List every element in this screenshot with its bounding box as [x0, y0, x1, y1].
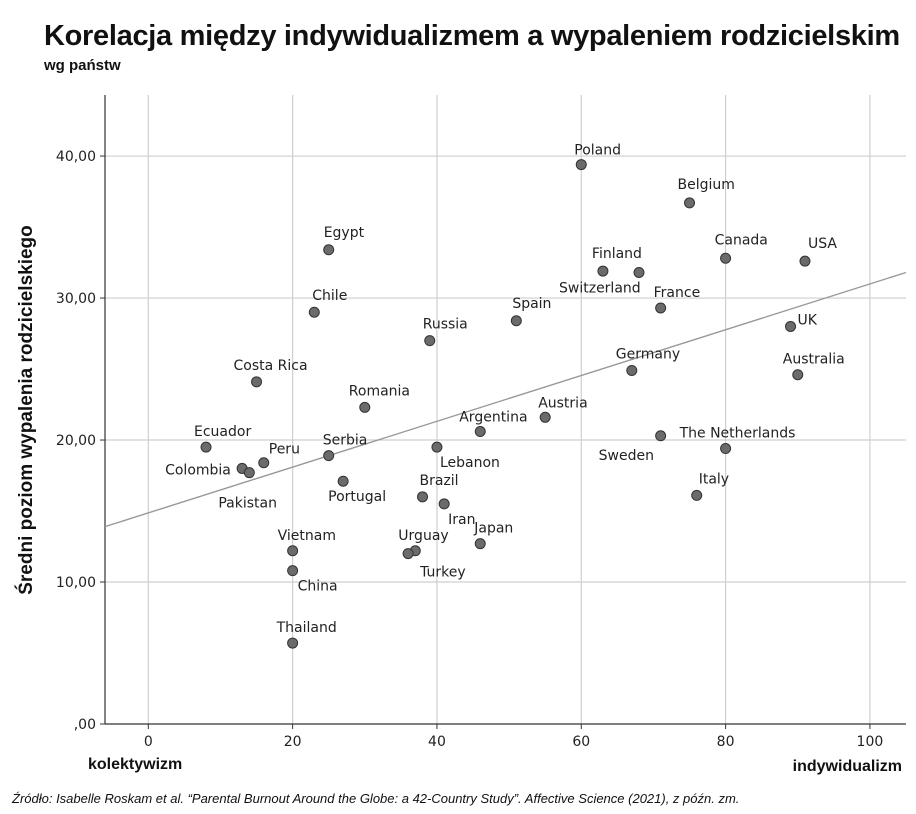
- point-label: Costa Rica: [234, 358, 308, 374]
- y-tick-label: ,00: [74, 717, 96, 733]
- data-point: [243, 467, 255, 479]
- point-label: Poland: [574, 143, 621, 159]
- x-tick-label: 60: [572, 734, 590, 750]
- point-label: Portugal: [328, 489, 386, 505]
- x-tick-label: 80: [717, 734, 735, 750]
- data-point: [337, 475, 349, 487]
- point-label: The Netherlands: [679, 426, 796, 442]
- point-label: Germany: [616, 346, 680, 362]
- data-point: [597, 265, 609, 277]
- point-label: Austria: [538, 395, 587, 411]
- point-label: Egypt: [324, 225, 365, 241]
- data-point: [792, 369, 804, 381]
- point-label: Thailand: [276, 620, 337, 636]
- y-tick-label: 10,00: [56, 575, 96, 591]
- x-axis-label-right: indywidualizm: [792, 758, 902, 775]
- data-point: [287, 545, 299, 557]
- data-point: [655, 302, 667, 314]
- data-point: [308, 306, 320, 318]
- data-point: [510, 315, 522, 327]
- source-note: Źródło: Isabelle Roskam et al. “Parental…: [12, 791, 740, 806]
- x-axis-label-left: kolektywizm: [88, 756, 183, 773]
- data-point: [251, 376, 263, 388]
- data-point: [287, 637, 299, 649]
- point-label: Peru: [269, 442, 300, 458]
- y-tick-label: 30,00: [56, 291, 96, 307]
- data-point: [655, 430, 667, 442]
- data-point: [539, 411, 551, 423]
- data-point: [431, 441, 443, 453]
- point-label: Chile: [312, 288, 347, 304]
- chart-title: Korelacja między indywidualizmem a wypal…: [44, 20, 900, 52]
- x-tick-label: 20: [284, 734, 302, 750]
- point-label: UK: [798, 312, 818, 328]
- data-point: [691, 489, 703, 501]
- data-point: [417, 491, 429, 503]
- data-point: [287, 565, 299, 577]
- data-points: [200, 159, 811, 649]
- chart-subtitle: wg państw: [44, 57, 121, 74]
- data-point: [474, 426, 486, 438]
- point-label: Colombia: [165, 462, 231, 478]
- tick-labels: 0 20 40 60 80 100 ,00 10,00 20,00 30,00 40,00: [56, 149, 883, 750]
- point-label: Pakistan: [218, 496, 277, 512]
- data-point: [575, 159, 587, 171]
- data-point: [359, 401, 371, 413]
- data-point: [474, 538, 486, 550]
- point-label: Serbia: [323, 433, 368, 449]
- point-label: Romania: [349, 383, 410, 399]
- point-label: Canada: [715, 232, 768, 248]
- point-label: Spain: [512, 296, 551, 312]
- point-label: Sweden: [599, 448, 654, 464]
- data-point: [633, 266, 645, 278]
- point-label: Ecuador: [194, 424, 251, 440]
- x-tick-label: 100: [857, 734, 884, 750]
- data-point: [323, 450, 335, 462]
- axis-lines: [104, 95, 906, 725]
- data-point: [684, 197, 696, 209]
- point-label: Belgium: [678, 177, 735, 193]
- data-point: [626, 364, 638, 376]
- point-label: Iran: [448, 512, 475, 528]
- point-labels: Poland Belgium Egypt Canada USA Finland Switze…: [165, 143, 845, 636]
- point-label: Australia: [783, 352, 845, 368]
- data-point: [785, 320, 797, 332]
- point-label: Lebanon: [440, 455, 500, 471]
- point-label: Argentina: [459, 410, 527, 426]
- data-point: [402, 548, 414, 560]
- point-label: Finland: [592, 246, 642, 262]
- data-point: [720, 252, 732, 264]
- point-label: Urguay: [398, 528, 448, 544]
- data-point: [258, 457, 270, 469]
- point-label: Russia: [423, 317, 468, 333]
- grid-lines: [105, 95, 906, 724]
- point-label: Switzerland: [559, 280, 641, 296]
- x-tick-label: 40: [428, 734, 446, 750]
- data-point: [720, 443, 732, 455]
- data-point: [323, 244, 335, 256]
- data-point: [200, 441, 212, 453]
- x-tick-label: 0: [144, 734, 153, 750]
- point-label: France: [654, 285, 701, 301]
- point-label: Turkey: [419, 565, 466, 581]
- y-tick-label: 20,00: [56, 433, 96, 449]
- point-label: Vietnam: [278, 528, 336, 544]
- trend-line-group: [104, 271, 907, 528]
- y-axis-label-wrap: Średni poziom wypalenia rodzicielskiego: [12, 95, 42, 725]
- y-axis-label: Średni poziom wypalenia rodzicielskiego: [16, 225, 37, 595]
- point-label: Italy: [699, 471, 729, 487]
- point-label: USA: [808, 236, 837, 252]
- data-point: [438, 498, 450, 510]
- data-point: [799, 255, 811, 267]
- point-label: Brazil: [420, 473, 459, 489]
- y-tick-label: 40,00: [56, 149, 96, 165]
- trend-line: [104, 271, 907, 528]
- point-label: Japan: [473, 521, 513, 537]
- point-label: China: [298, 579, 338, 595]
- data-point: [424, 335, 436, 347]
